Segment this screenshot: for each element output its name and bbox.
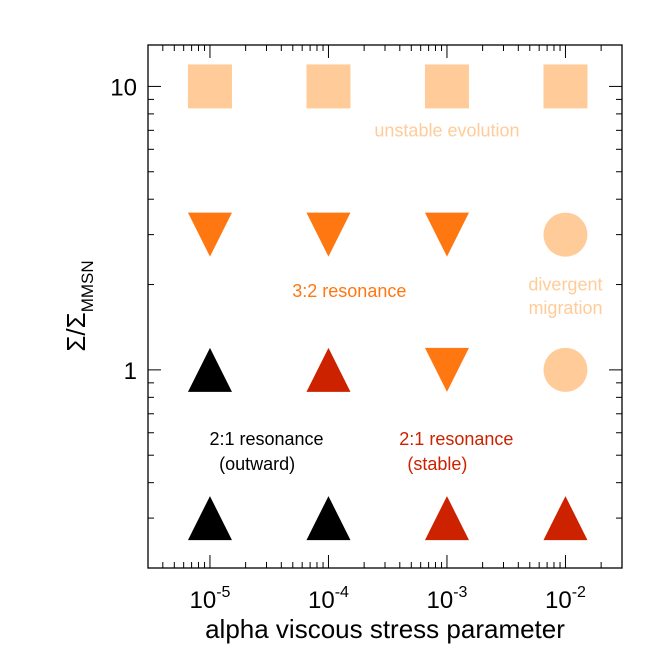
x-tick-label-base: 10	[308, 587, 335, 614]
marker-circle-unstable	[543, 347, 588, 392]
marker-triangle-up-resonance_2_1_outward	[187, 347, 232, 392]
marker-triangle-down-resonance_3_2	[424, 212, 469, 257]
annotation-text: 3:2 resonance	[292, 281, 406, 301]
data-markers	[187, 64, 588, 541]
annotation-text: divergent	[528, 275, 602, 295]
marker-square-unstable	[306, 64, 351, 109]
marker-triangle-up-resonance_2_1_outward	[187, 496, 232, 541]
x-tick-label-base: 10	[189, 587, 216, 614]
x-tick-label: 10-5	[189, 584, 230, 614]
x-tick-label: 10-4	[308, 584, 349, 614]
x-tick-label-base: 10	[545, 587, 572, 614]
annotation-text: unstable evolution	[374, 120, 519, 140]
annotation-text: (outward)	[219, 454, 295, 474]
marker-triangle-down-resonance_3_2	[424, 347, 469, 392]
marker-square-unstable	[543, 64, 588, 109]
y-axis-label-main: Σ/Σ	[61, 312, 91, 351]
marker-square-unstable	[187, 64, 232, 109]
annotation-text: migration	[528, 298, 602, 318]
annotation-text: (stable)	[407, 454, 467, 474]
plot-frame	[147, 44, 623, 569]
x-tick-label: 10-3	[426, 584, 467, 614]
marker-triangle-up-resonance_2_1_stable	[306, 347, 351, 392]
marker-circle-unstable	[543, 212, 588, 257]
x-axis-label: alpha viscous stress parameter	[205, 614, 565, 644]
y-tick-label: 1	[124, 358, 137, 385]
annotation-text: 2:1 resonance	[209, 429, 323, 449]
marker-triangle-down-resonance_3_2	[187, 212, 232, 257]
x-tick-label-exponent: -5	[216, 584, 230, 601]
marker-triangle-down-resonance_3_2	[306, 212, 351, 257]
marker-triangle-up-resonance_2_1_outward	[306, 496, 351, 541]
x-tick-label-exponent: -2	[572, 584, 586, 601]
marker-square-unstable	[424, 64, 469, 109]
x-tick-label-exponent: -3	[453, 584, 467, 601]
annotations: unstable evolution divergent migration 3:2 …	[209, 120, 602, 474]
y-axis-label: Σ/ΣMMSN	[61, 260, 97, 351]
marker-triangle-up-resonance_2_1_stable	[543, 496, 588, 541]
x-tick-label-base: 10	[426, 587, 453, 614]
annotation-text: 2:1 resonance	[399, 429, 513, 449]
marker-triangle-up-resonance_2_1_stable	[424, 496, 469, 541]
y-tick-label: 10	[110, 74, 137, 101]
x-tick-label-exponent: -4	[335, 584, 349, 601]
y-axis-label-subscript: MMSN	[78, 260, 97, 312]
x-tick-label: 10-2	[545, 584, 586, 614]
